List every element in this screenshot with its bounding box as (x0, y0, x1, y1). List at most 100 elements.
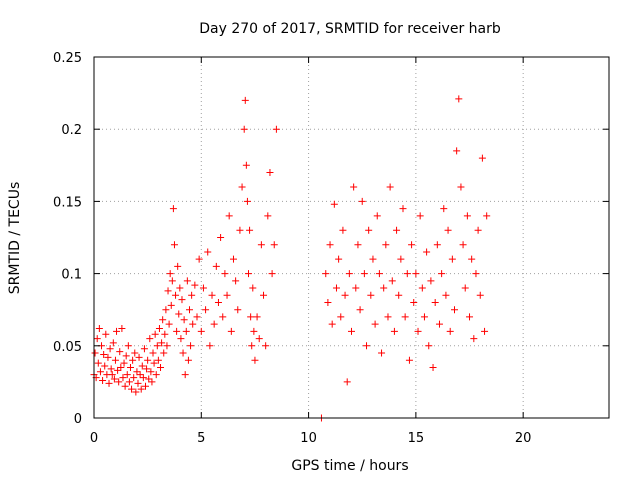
data-point (130, 374, 138, 382)
data-point (189, 320, 197, 328)
data-point (332, 284, 340, 292)
data-point (163, 342, 171, 350)
data-point (91, 349, 99, 357)
data-point (416, 212, 424, 220)
data-point (184, 356, 192, 364)
data-point (136, 371, 144, 379)
data-point (249, 284, 257, 292)
data-point (350, 183, 358, 191)
data-point (348, 327, 355, 335)
data-point (223, 291, 231, 299)
data-point (195, 255, 203, 263)
data-point (153, 342, 161, 350)
data-point (375, 270, 383, 278)
data-point (478, 154, 486, 162)
data-point (124, 342, 132, 350)
data-point (341, 291, 349, 299)
data-point (193, 313, 201, 321)
data-point (227, 327, 235, 335)
data-point (390, 327, 398, 335)
data-point (94, 359, 102, 367)
data-point (152, 371, 160, 379)
data-point (118, 324, 126, 332)
data-point (440, 205, 448, 213)
data-points (90, 95, 491, 422)
y-tick-label: 0.25 (53, 51, 82, 66)
data-point (95, 324, 103, 332)
data-point (427, 277, 435, 285)
data-point (121, 382, 129, 390)
data-point (324, 298, 332, 306)
data-point (173, 327, 181, 335)
data-point (108, 371, 116, 379)
data-point (99, 376, 107, 384)
data-point (122, 352, 130, 360)
data-point (373, 212, 381, 220)
y-tick-label: 0.05 (53, 340, 82, 355)
data-point (115, 378, 123, 386)
data-point (241, 96, 249, 104)
data-point (119, 374, 127, 382)
data-point (104, 353, 112, 361)
chart-title: Day 270 of 2017, SRMTID for receiver har… (199, 21, 501, 37)
data-point (150, 359, 158, 367)
data-point (444, 226, 452, 234)
y-tick-label: 0.2 (61, 123, 82, 138)
data-point (358, 197, 366, 205)
data-point (483, 212, 491, 220)
data-point (142, 382, 149, 390)
data-point (123, 371, 131, 379)
data-point (202, 306, 210, 314)
data-point (161, 330, 169, 338)
data-point (162, 306, 170, 314)
data-point (238, 183, 246, 191)
data-point (414, 327, 422, 335)
data-point (356, 306, 364, 314)
data-point (172, 291, 180, 299)
data-point (420, 313, 428, 321)
data-point (180, 316, 188, 324)
x-tick-labels: 0 5 10 15 20 (90, 431, 532, 446)
data-point (236, 226, 244, 234)
data-point (187, 342, 195, 350)
data-point (410, 298, 418, 306)
data-point (101, 362, 109, 370)
data-point (399, 205, 407, 213)
data-point (367, 291, 375, 299)
data-point (219, 313, 227, 321)
data-point (429, 363, 437, 371)
data-point (134, 379, 142, 387)
data-point (116, 348, 124, 356)
data-point (266, 169, 274, 177)
y-tick-label: 0 (74, 412, 82, 427)
data-point (129, 356, 137, 364)
y-tick-labels: 0 0.05 0.1 0.15 0.2 0.25 (53, 51, 82, 427)
data-point (143, 365, 151, 373)
data-point (146, 335, 154, 343)
data-point (144, 356, 152, 364)
data-point (158, 339, 166, 347)
data-point (182, 327, 190, 335)
data-point (100, 350, 108, 358)
data-point (210, 320, 218, 328)
data-point (363, 342, 371, 350)
data-point (328, 320, 336, 328)
data-point (135, 353, 143, 361)
data-point (155, 324, 163, 332)
data-point (248, 342, 256, 350)
data-point (397, 255, 405, 263)
x-tick-label: 15 (408, 431, 425, 446)
data-point (166, 270, 174, 278)
data-point (481, 327, 489, 335)
data-point (164, 287, 172, 295)
data-point (470, 335, 478, 343)
data-point (178, 296, 186, 304)
data-point (240, 125, 248, 133)
x-tick-label: 10 (300, 431, 317, 446)
data-point (107, 365, 115, 373)
data-point (175, 310, 183, 318)
data-point (446, 327, 454, 335)
data-point (148, 378, 156, 386)
data-point (206, 342, 214, 350)
data-point (337, 313, 345, 321)
